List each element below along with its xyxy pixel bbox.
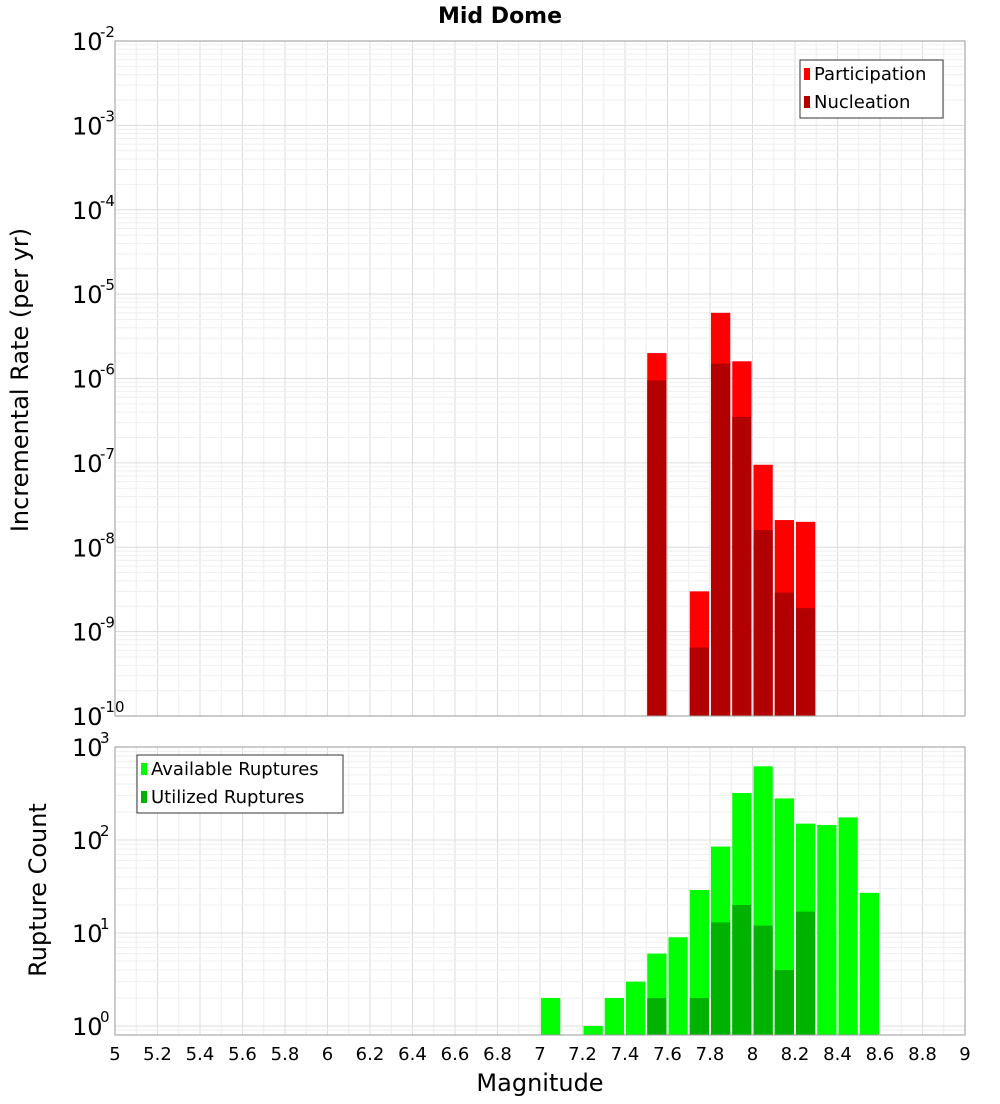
bottom-bar-series2 bbox=[774, 969, 794, 1035]
top-y-tick-label: 10 bbox=[72, 112, 103, 140]
top-y-tick-exponent: -6 bbox=[100, 361, 115, 379]
top-legend-swatch bbox=[804, 68, 810, 80]
top-bar-series2 bbox=[732, 416, 752, 716]
x-tick-label: 7.4 bbox=[611, 1044, 640, 1065]
bottom-legend-swatch bbox=[141, 791, 147, 803]
top-y-tick-label: 10 bbox=[72, 197, 103, 225]
bottom-bar-series2 bbox=[796, 911, 816, 1035]
top-y-tick-exponent: -10 bbox=[100, 698, 125, 716]
top-y-tick-exponent: -9 bbox=[100, 614, 115, 632]
top-y-axis-label: Incremental Rate (per yr) bbox=[6, 228, 34, 532]
top-y-tick-label: 10 bbox=[72, 281, 103, 309]
bottom-y-tick-exponent: 0 bbox=[100, 1008, 110, 1026]
bottom-bar-series1 bbox=[817, 824, 837, 1035]
bottom-legend-swatch bbox=[141, 763, 147, 775]
x-axis-label: Magnitude bbox=[476, 1069, 603, 1097]
x-tick-label: 8 bbox=[747, 1044, 758, 1065]
top-bar-series2 bbox=[647, 380, 667, 716]
bottom-y-tick-exponent: 2 bbox=[100, 822, 110, 840]
bottom-bar-series1 bbox=[583, 1025, 603, 1035]
top-y-tick-label: 10 bbox=[72, 534, 103, 562]
x-tick-label: 5.2 bbox=[143, 1044, 172, 1065]
x-tick-label: 8.2 bbox=[781, 1044, 810, 1065]
bottom-y-tick-label: 10 bbox=[72, 827, 103, 855]
x-tick-label: 6 bbox=[322, 1044, 333, 1065]
x-tick-label: 6.6 bbox=[441, 1044, 470, 1065]
chart-title: Mid Dome bbox=[438, 4, 562, 29]
bottom-bar-series1 bbox=[859, 892, 879, 1035]
x-tick-label: 6.8 bbox=[483, 1044, 512, 1065]
bottom-y-tick-label: 10 bbox=[72, 1013, 103, 1041]
bottom-bar-series1 bbox=[668, 937, 688, 1035]
top-legend-label: Nucleation bbox=[814, 92, 910, 113]
x-tick-label: 5.6 bbox=[228, 1044, 257, 1065]
bottom-bar-series2 bbox=[753, 925, 773, 1035]
bottom-y-axis-label: Rupture Count bbox=[24, 803, 52, 977]
top-bar-series2 bbox=[796, 608, 816, 716]
top-bar-series2 bbox=[689, 647, 709, 716]
top-bar-series2 bbox=[774, 592, 794, 716]
bottom-legend-label: Available Ruptures bbox=[151, 759, 319, 780]
x-tick-label: 5.4 bbox=[186, 1044, 215, 1065]
bottom-bar-series1 bbox=[838, 817, 858, 1035]
bottom-y-tick-label: 10 bbox=[72, 920, 103, 948]
x-tick-label: 7.2 bbox=[568, 1044, 597, 1065]
top-y-tick-exponent: -3 bbox=[100, 107, 115, 125]
x-tick-label: 9 bbox=[959, 1044, 970, 1065]
x-tick-label: 8.6 bbox=[866, 1044, 895, 1065]
top-bar-series2 bbox=[711, 363, 731, 716]
x-tick-label: 5.8 bbox=[271, 1044, 300, 1065]
top-y-tick-label: 10 bbox=[72, 450, 103, 478]
top-legend-swatch bbox=[804, 96, 810, 108]
x-tick-label: 6.2 bbox=[356, 1044, 385, 1065]
top-y-tick-exponent: -2 bbox=[100, 23, 115, 41]
top-y-tick-exponent: -7 bbox=[100, 445, 115, 463]
top-y-tick-label: 10 bbox=[72, 703, 103, 731]
bottom-bar-series2 bbox=[711, 922, 731, 1035]
bottom-y-tick-exponent: 1 bbox=[100, 915, 110, 933]
top-y-tick-label: 10 bbox=[72, 619, 103, 647]
x-tick-label: 8.8 bbox=[908, 1044, 937, 1065]
bottom-bar-series2 bbox=[647, 997, 667, 1035]
bottom-y-tick-exponent: 3 bbox=[100, 729, 110, 747]
top-y-tick-exponent: -4 bbox=[100, 192, 115, 210]
top-y-tick-label: 10 bbox=[72, 28, 103, 56]
bottom-bar-series1 bbox=[604, 997, 624, 1035]
top-legend-box bbox=[799, 59, 944, 119]
top-plot-frame bbox=[114, 40, 966, 717]
top-bar-series2 bbox=[753, 530, 773, 716]
x-tick-label: 5 bbox=[109, 1044, 120, 1065]
bottom-plot-frame bbox=[114, 746, 966, 1036]
bottom-legend-label: Utilized Ruptures bbox=[151, 787, 304, 808]
bottom-bar-series1 bbox=[626, 981, 646, 1035]
x-tick-label: 7.8 bbox=[696, 1044, 725, 1065]
bottom-legend-box bbox=[136, 754, 344, 814]
x-tick-label: 6.4 bbox=[398, 1044, 427, 1065]
top-y-tick-exponent: -5 bbox=[100, 276, 115, 294]
top-legend-label: Participation bbox=[814, 64, 926, 85]
top-y-tick-label: 10 bbox=[72, 366, 103, 394]
bottom-y-tick-label: 10 bbox=[72, 734, 103, 762]
x-tick-label: 7 bbox=[534, 1044, 545, 1065]
x-tick-label: 7.6 bbox=[653, 1044, 682, 1065]
bottom-bar-series2 bbox=[732, 904, 752, 1035]
bottom-bar-series2 bbox=[689, 997, 709, 1035]
x-tick-label: 8.4 bbox=[823, 1044, 852, 1065]
bottom-bar-series1 bbox=[541, 997, 561, 1035]
top-y-tick-exponent: -8 bbox=[100, 529, 115, 547]
